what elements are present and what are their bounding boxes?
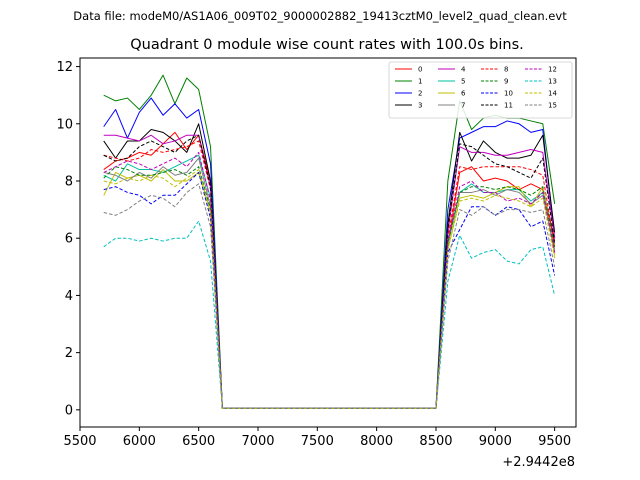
legend-label-13: 13 — [548, 78, 557, 86]
x-tick-label: 8500 — [419, 434, 452, 449]
y-axis: 0 2 4 6 8 10 12 — [56, 60, 80, 418]
legend-label-2: 2 — [418, 90, 422, 98]
legend-label-0: 0 — [418, 66, 422, 74]
x-tick-label: 7000 — [241, 434, 274, 449]
x-tick-label: 7500 — [301, 434, 334, 449]
data-file-caption: Data file: modeM0/AS1A06_009T02_90000028… — [73, 9, 567, 23]
legend-box — [388, 61, 573, 119]
axes-frame — [79, 57, 577, 428]
y-tick-label: 8 — [65, 175, 73, 190]
legend-label-6: 6 — [461, 90, 466, 98]
legend-label-11: 11 — [504, 102, 513, 110]
y-tick-label: 2 — [65, 346, 73, 361]
legend-label-3: 3 — [418, 102, 422, 110]
plot-area: 5500 6000 6500 7000 7500 8000 8500 9000 9500 0 2 4… — [56, 57, 577, 470]
legend-label-14: 14 — [548, 90, 557, 98]
y-tick-label: 12 — [56, 60, 73, 75]
legend-label-4: 4 — [461, 66, 466, 74]
legend-label-8: 8 — [504, 66, 508, 74]
series-layer — [103, 74, 556, 409]
legend-label-5: 5 — [461, 78, 465, 86]
x-tick-label: 5500 — [63, 434, 96, 449]
legend-label-10: 10 — [504, 90, 513, 98]
y-tick-label: 10 — [56, 117, 73, 132]
x-tick-label: 6500 — [182, 434, 215, 449]
x-offset-label: +2.9442e8 — [502, 455, 575, 470]
x-axis: 5500 6000 6500 7000 7500 8000 8500 9000 9500 — [63, 427, 571, 449]
y-tick-label: 0 — [65, 403, 73, 418]
series-line-15 — [103, 183, 556, 409]
series-line-9 — [103, 166, 556, 409]
x-tick-label: 9500 — [538, 434, 571, 449]
x-tick-label: 6000 — [123, 434, 156, 449]
series-line-8 — [103, 140, 556, 409]
y-tick-label: 6 — [65, 232, 73, 247]
series-line-10 — [103, 171, 556, 409]
legend-label-15: 15 — [548, 102, 557, 110]
legend-label-1: 1 — [418, 78, 422, 86]
chart-title: Quadrant 0 module wise count rates with … — [130, 37, 524, 53]
legend-label-7: 7 — [461, 102, 465, 110]
x-tick-label: 9000 — [479, 434, 512, 449]
legend-label-12: 12 — [548, 66, 557, 74]
x-tick-label: 8000 — [360, 434, 393, 449]
y-tick-label: 4 — [65, 289, 73, 304]
legend-label-9: 9 — [504, 78, 508, 86]
